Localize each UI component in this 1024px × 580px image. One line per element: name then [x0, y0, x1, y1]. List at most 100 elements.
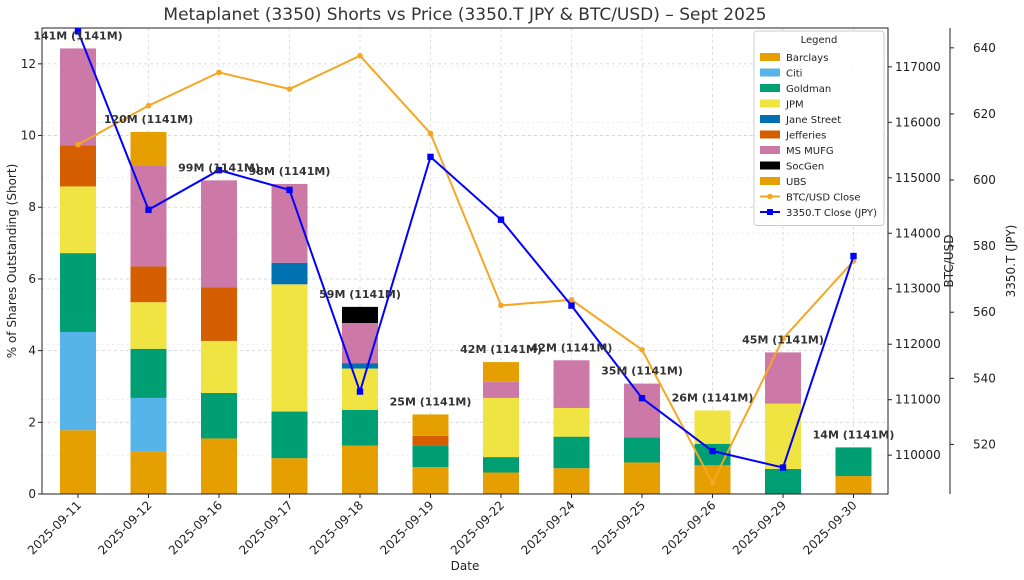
legend-btc-marker [767, 193, 773, 200]
bar-jefferies-2 [201, 287, 237, 341]
jpy-tick-label-6: 640 [973, 41, 996, 55]
btc-tick-label-7: 117000 [895, 60, 941, 74]
bar-ms-mufg-0 [60, 48, 96, 146]
jpy-close-point-7 [568, 302, 575, 309]
y-ticks-jpy: 520 540 560 580 600 620 640 [950, 41, 996, 451]
btc-tick-label-2: 112000 [895, 337, 941, 351]
bar-jpm-1 [130, 302, 167, 349]
bar-total-label-10: 45M (1141M) [742, 333, 824, 346]
bar-citi-0 [60, 331, 96, 431]
bar-goldman-7 [553, 436, 590, 469]
x-tick-label-5: 2025-09-19 [377, 498, 436, 557]
jpy-close-line [77, 30, 855, 469]
bar-jefferies-0 [60, 145, 96, 187]
legend-label-4: Jane Street [785, 115, 841, 126]
bar-barclays-5 [412, 467, 449, 494]
bar-citi-1 [130, 397, 167, 452]
x-tick-label-8: 2025-09-25 [589, 498, 648, 557]
y-ticks-btc: 110000 111000 112000 113000 114000 115000 1160… [888, 60, 941, 462]
chart-title: Metaplanet (3350) Shorts vs Price (3350.… [163, 5, 766, 25]
x-tick-label-3: 2025-09-17 [236, 498, 295, 557]
bar-jpm-9 [694, 410, 731, 444]
bar-barclays-0 [60, 430, 96, 494]
bar-ms-mufg-1 [130, 166, 167, 267]
bar-total-label-4: 59M (1141M) [319, 288, 401, 301]
bars [60, 48, 872, 494]
legend-label-btc: BTC/USD Close [786, 193, 861, 204]
x-ticks: 2025-09-11 2025-09-12 2025-09-16 2025-09-17… [25, 494, 860, 557]
legend-label-8: UBS [786, 177, 806, 188]
jpy-close-point-6 [497, 216, 505, 223]
btc-tick-label-1: 111000 [895, 393, 941, 407]
bar-barclays-2 [201, 438, 237, 494]
legend-label-3: JPM [785, 100, 804, 111]
bar-total-label-7: 42M (1141M) [531, 341, 613, 354]
jpy-close-point-1 [145, 206, 152, 213]
jpy-close-point-0 [74, 28, 82, 35]
grid [42, 28, 888, 495]
bar-ubs-5 [412, 414, 449, 436]
plot-frame [41, 27, 889, 495]
bar-goldman-8 [624, 437, 660, 463]
legend-swatch-2 [760, 84, 780, 92]
bar-jane-street-4 [342, 363, 378, 369]
jpy-axis-label: 3350.T (JPY) [1004, 225, 1018, 298]
jpy-tick-label-1: 540 [973, 371, 996, 385]
y-tick-label-0: 0 [28, 487, 36, 501]
x-tick-label-1: 2025-09-12 [95, 498, 154, 557]
bar-goldman-0 [60, 253, 96, 332]
bar-barclays-11 [835, 476, 872, 494]
bar-jefferies-1 [130, 266, 167, 303]
legend-swatch-4 [760, 115, 780, 123]
legend-swatch-6 [760, 146, 780, 154]
bar-goldman-4 [342, 409, 378, 446]
x-tick-label-0: 2025-09-11 [25, 498, 84, 557]
y-tick-label-1: 2 [28, 415, 36, 429]
legend-swatch-5 [760, 130, 780, 139]
bar-jpm-7 [553, 407, 590, 437]
btc-close-point-8 [639, 346, 645, 353]
jpy-close-point-10 [779, 464, 787, 471]
btc-close-point-9 [709, 480, 716, 486]
bar-barclays-8 [624, 462, 660, 494]
bar-ms-mufg-8 [624, 383, 660, 438]
legend-swatch-7 [760, 161, 780, 170]
btc-close-line [77, 54, 855, 486]
legend-label-0: Barclays [786, 53, 828, 64]
price-lines [74, 28, 857, 486]
legend-swatch-0 [760, 53, 780, 61]
bar-ubs-1 [130, 131, 167, 167]
bar-jefferies-5 [412, 435, 449, 446]
bar-barclays-4 [342, 445, 378, 494]
x-tick-label-7: 2025-09-24 [518, 498, 577, 557]
btc-axis-label: BTC/USD [942, 235, 956, 288]
bar-ms-mufg-6 [483, 381, 519, 398]
bar-ms-mufg-2 [201, 180, 237, 288]
bar-total-label-0: 141M (1141M) [33, 29, 122, 42]
jpy-close-point-9 [709, 447, 716, 455]
bar-total-label-6: 42M (1141M) [460, 343, 542, 356]
bar-goldman-9 [694, 443, 731, 466]
bar-jpm-3 [271, 284, 308, 412]
bar-jane-street-3 [271, 262, 308, 285]
btc-tick-label-4: 114000 [895, 226, 941, 240]
jpy-close-point-8 [638, 394, 646, 402]
annotations: 141M (1141M) 120M (1141M) 99M (1141M)98M (… [33, 29, 894, 441]
bar-ms-mufg-10 [765, 352, 801, 404]
legend: Legend Barclays Citi Goldman JPM Jane Street J… [753, 30, 885, 226]
y-tick-label-3: 6 [28, 272, 36, 286]
legend-swatch-1 [760, 68, 780, 77]
btc-tick-label-5: 115000 [895, 171, 941, 185]
btc-close-point-6 [498, 302, 504, 309]
bar-total-label-1: 120M (1141M) [104, 113, 193, 126]
bar-barclays-9 [694, 465, 731, 494]
jpy-close-point-2 [215, 166, 223, 174]
btc-close-point-5 [427, 130, 434, 137]
btc-close-point-7 [568, 297, 575, 303]
y-axis-label: % of Shares Outstanding (Short) [5, 164, 19, 359]
bar-goldman-5 [412, 445, 449, 468]
bar-socgen-4 [342, 306, 378, 324]
bar-total-label-2: 99M (1141M) [178, 161, 260, 174]
x-tick-label-4: 2025-09-18 [307, 498, 366, 557]
legend-jpy-marker [767, 209, 773, 215]
